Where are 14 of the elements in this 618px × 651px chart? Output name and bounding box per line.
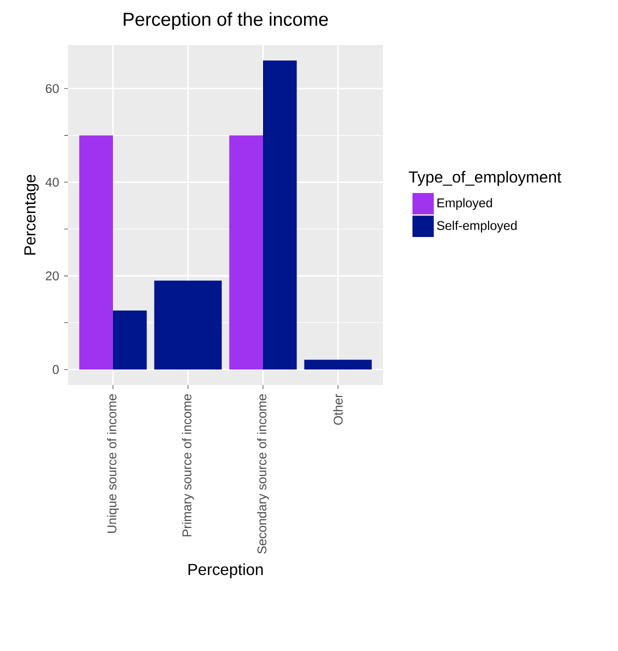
x-tick-label: Primary source of income — [182, 394, 194, 536]
y-tick-label: 60 — [46, 84, 59, 94]
chart-title: Perception of the income — [124, 12, 328, 30]
y-tick-label: 0 — [52, 365, 59, 374]
y-tick-label: 40 — [45, 178, 59, 187]
x-axis-title: Perception — [188, 563, 263, 578]
legend-label: Employed — [438, 198, 492, 210]
x-tick-label: Unique source of income — [107, 394, 119, 533]
x-tick-label: Other — [333, 394, 343, 425]
legend-title: Type_of_employment — [408, 170, 562, 186]
y-tick-label: 20 — [46, 271, 59, 280]
x-tick-label: Secondary source of income — [257, 394, 269, 554]
legend-label: Self-employed — [437, 220, 517, 233]
y-axis-title: Percentage — [24, 174, 39, 255]
